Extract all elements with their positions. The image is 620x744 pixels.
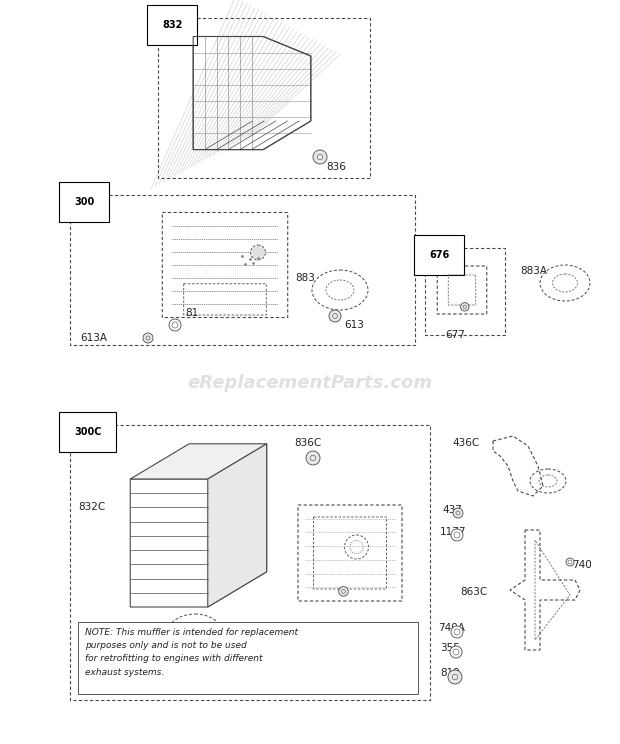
Text: 81: 81	[185, 308, 198, 318]
Polygon shape	[493, 436, 543, 496]
Text: 740: 740	[572, 560, 591, 570]
Polygon shape	[130, 444, 267, 479]
Text: 832C: 832C	[78, 502, 105, 512]
Text: 883: 883	[295, 273, 315, 283]
Text: 863C: 863C	[460, 587, 487, 597]
Circle shape	[313, 150, 327, 164]
Polygon shape	[130, 444, 267, 607]
Text: 355: 355	[440, 643, 460, 653]
Text: 613: 613	[344, 320, 364, 330]
FancyBboxPatch shape	[437, 266, 487, 314]
Circle shape	[453, 508, 463, 518]
Polygon shape	[193, 36, 311, 150]
Circle shape	[461, 303, 469, 311]
Circle shape	[566, 558, 574, 566]
Text: 832: 832	[162, 20, 182, 30]
Text: 1177: 1177	[440, 527, 466, 537]
Text: 883C: 883C	[150, 640, 177, 650]
Circle shape	[306, 451, 320, 465]
Text: 677: 677	[445, 330, 465, 340]
Circle shape	[339, 586, 348, 596]
Bar	[70, 195, 415, 345]
Text: 676: 676	[429, 250, 450, 260]
Text: 836C: 836C	[294, 438, 321, 448]
Circle shape	[143, 333, 153, 343]
Circle shape	[451, 529, 463, 541]
Bar	[78, 622, 418, 694]
Text: eReplacementParts.com: eReplacementParts.com	[187, 374, 433, 392]
Text: 436C: 436C	[452, 438, 479, 448]
Text: 740A: 740A	[438, 623, 465, 633]
Bar	[70, 425, 430, 700]
Text: 300C: 300C	[74, 427, 102, 437]
Bar	[425, 248, 505, 335]
Text: 300: 300	[74, 197, 94, 207]
Text: 883A: 883A	[520, 266, 547, 276]
Text: 613A: 613A	[80, 333, 107, 343]
FancyBboxPatch shape	[162, 213, 288, 318]
Polygon shape	[510, 530, 580, 650]
Circle shape	[169, 319, 181, 331]
FancyBboxPatch shape	[298, 505, 402, 601]
Circle shape	[329, 310, 341, 322]
Text: 819: 819	[440, 668, 460, 678]
Circle shape	[448, 670, 462, 684]
Circle shape	[451, 626, 463, 638]
Text: 836: 836	[326, 162, 346, 172]
Text: 437: 437	[442, 505, 462, 515]
Text: NOTE: This muffler is intended for replacement
purposes only and is not to be us: NOTE: This muffler is intended for repla…	[85, 628, 298, 676]
Circle shape	[250, 245, 265, 260]
Bar	[158, 18, 370, 178]
Polygon shape	[208, 444, 267, 607]
Circle shape	[450, 646, 462, 658]
